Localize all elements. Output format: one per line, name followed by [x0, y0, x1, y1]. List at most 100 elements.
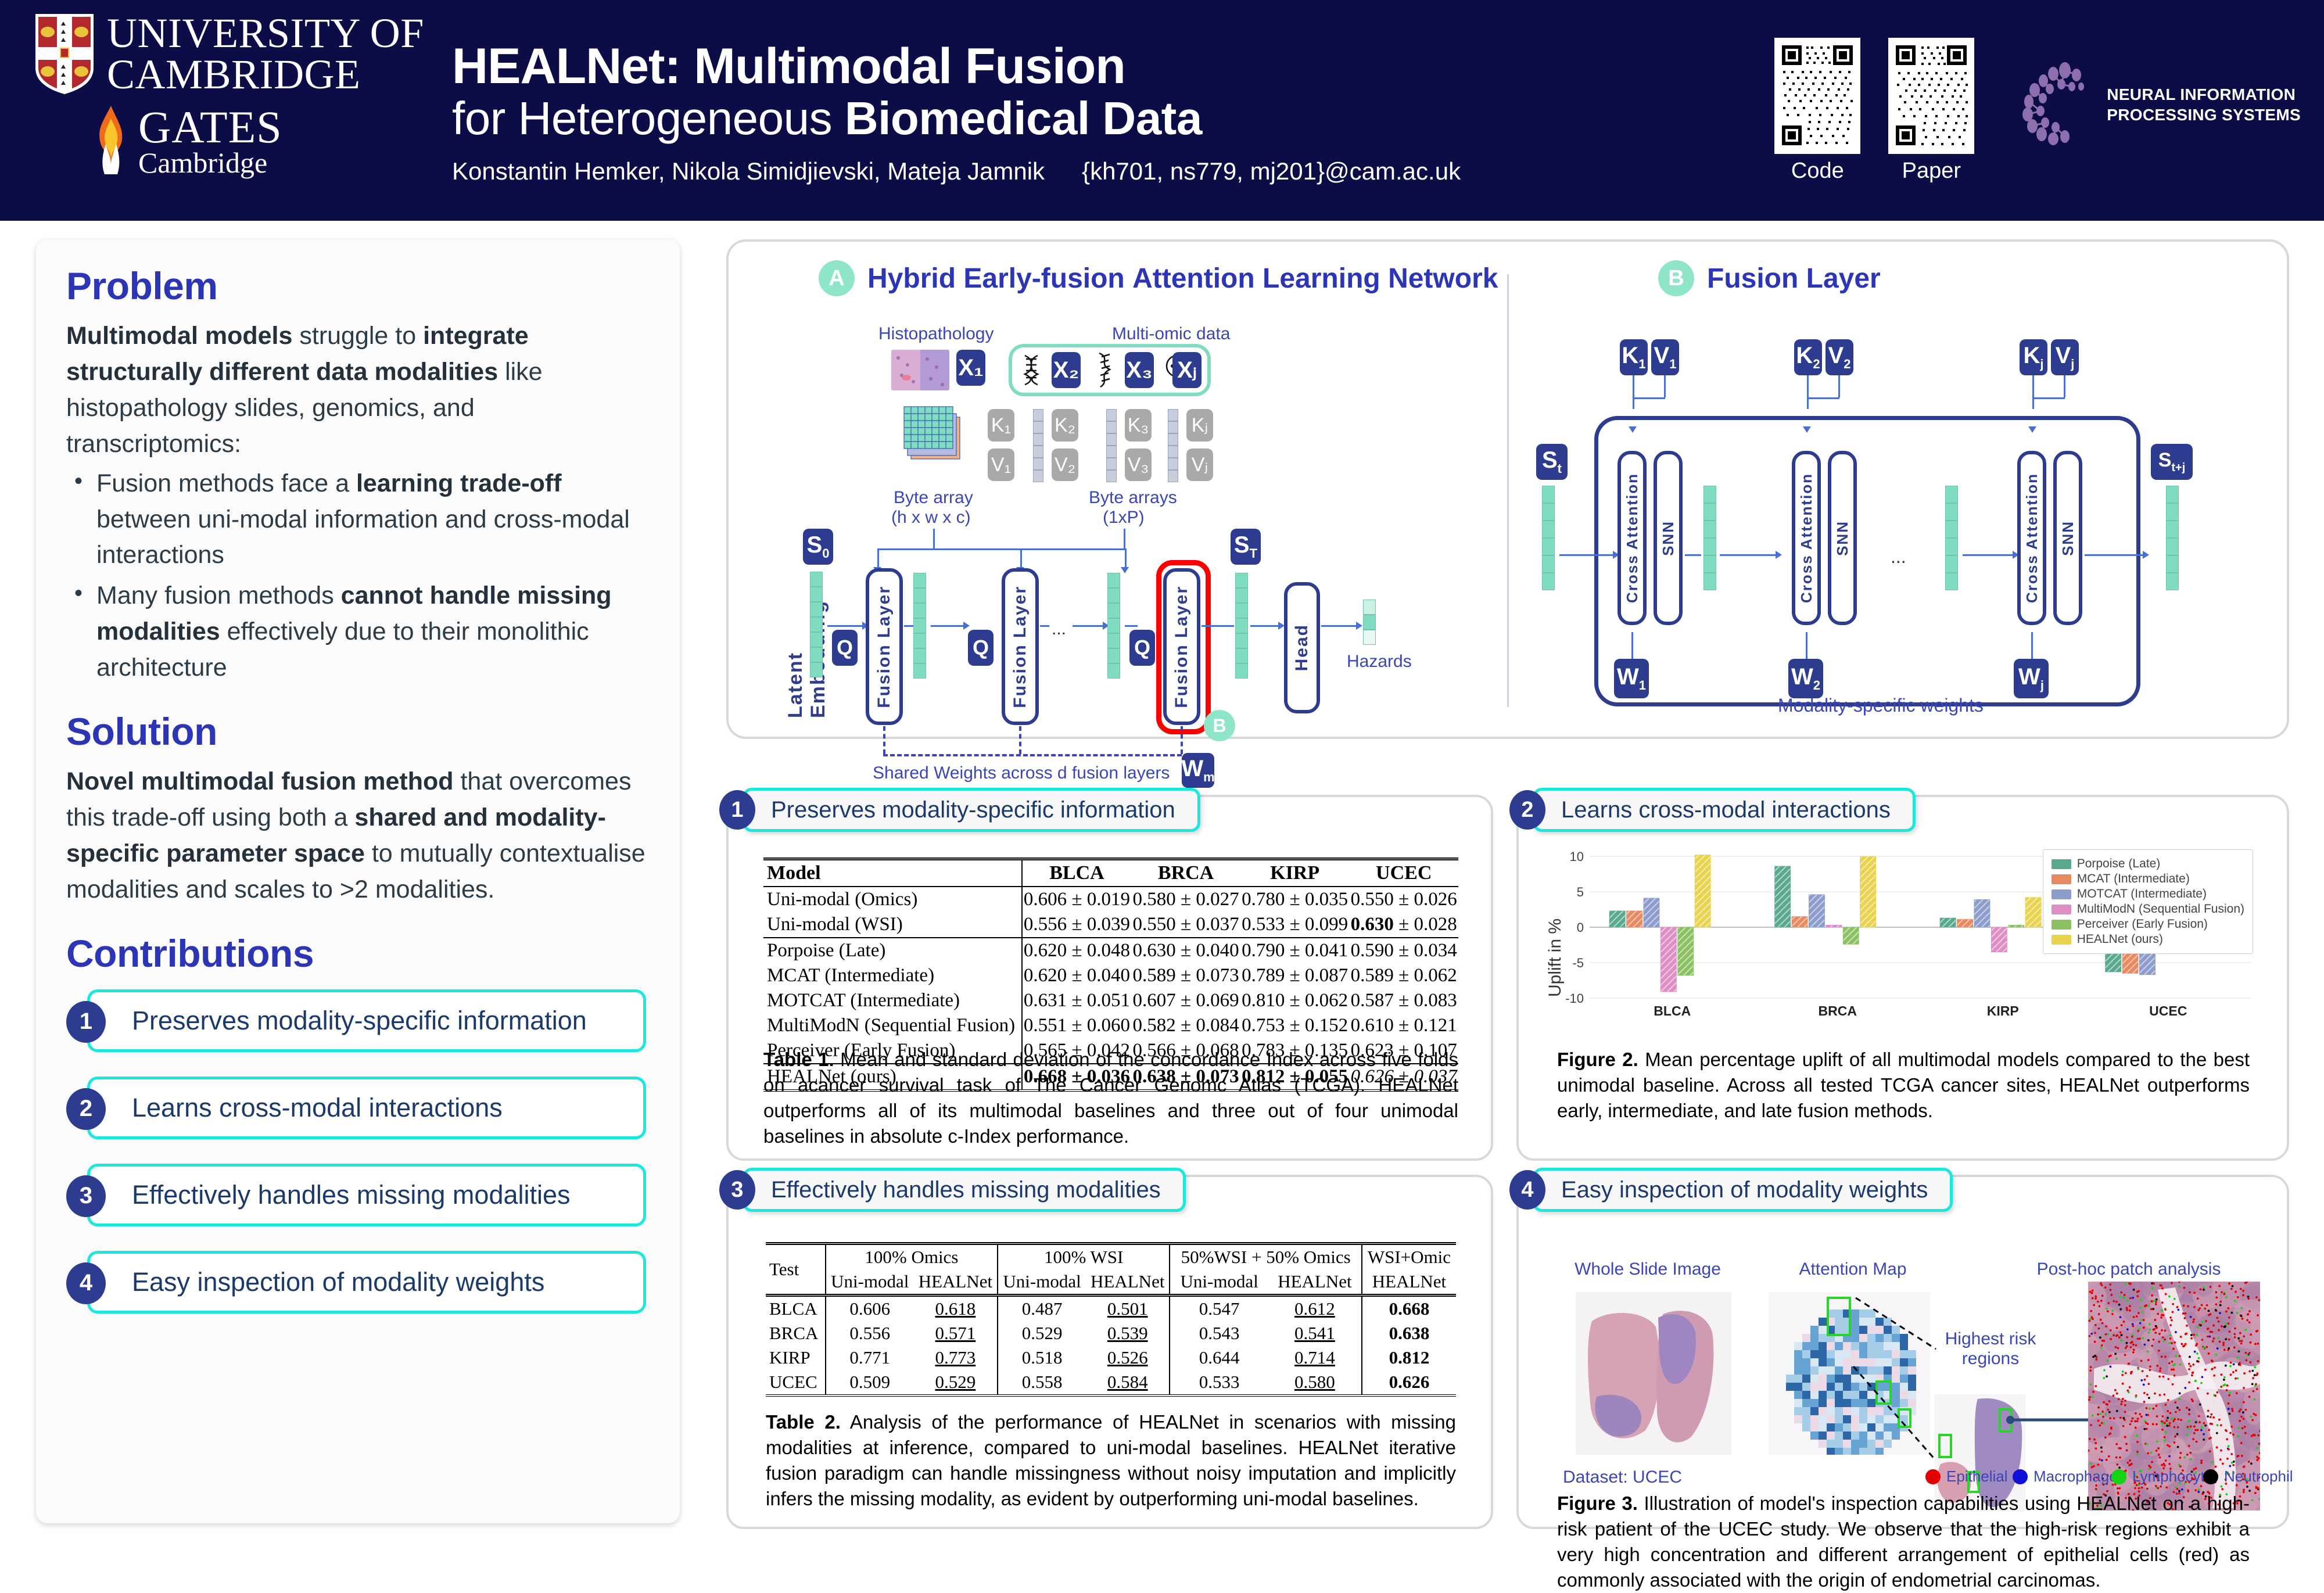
table-2-group-3: 50%WSI + 50% Omics	[1169, 1242, 1362, 1269]
kv-arrow-j	[2028, 426, 2036, 433]
qr-item-code[interactable]: Code	[1774, 37, 1861, 184]
highest-risk-label-line1: Highest risk	[1945, 1329, 2036, 1348]
token-x3: X₃	[1125, 352, 1154, 388]
t2-r2-c3: 0.526	[1107, 1347, 1148, 1368]
flow-arrowhead-2	[1103, 622, 1109, 630]
qr-code-paper-icon[interactable]	[1888, 37, 1975, 154]
t2-r3-c5: 0.580	[1294, 1372, 1335, 1392]
cross-attention-j[interactable]: Cross Attention	[2017, 451, 2046, 625]
contribution-badge-1: 1	[66, 1000, 106, 1043]
legend-swatch-2	[2051, 889, 2071, 899]
neutrophil-dot-icon	[2203, 1469, 2218, 1484]
snn-1[interactable]: SNN	[1654, 451, 1683, 625]
snn-2[interactable]: SNN	[1828, 451, 1857, 625]
table-1-header-row: Model BLCA BRCA KIRP UCEC	[763, 858, 1458, 887]
result-1-header: 1 Preserves modality-specific informatio…	[719, 788, 1200, 832]
feed-line-v2	[1124, 529, 1125, 550]
problem-heading: Problem	[66, 264, 218, 307]
legend-label-4: Perceiver (Early Fusion)	[2076, 917, 2208, 931]
contribution-box-3[interactable]: Effectively handles missing modalities	[87, 1163, 646, 1226]
cross-attention-j-label: Cross Attention	[2022, 472, 2040, 604]
qr-item-paper[interactable]: Paper	[1888, 37, 1975, 184]
cell-legend-label-neutrophil: Neutrophil	[2224, 1468, 2293, 1485]
t2-r1-c5: 0.541	[1294, 1323, 1335, 1343]
legend-item-2: MOTCAT (Intermediate)	[2051, 887, 2244, 901]
contribution-box-1[interactable]: Preserves modality-specific information	[87, 989, 646, 1052]
legend-label-1: MCAT (Intermediate)	[2076, 872, 2190, 885]
t1-r7-c2: 0.812 ± 0.055	[1240, 1063, 1350, 1090]
kv-line-1a	[1633, 375, 1634, 409]
flow-arrowhead-1	[963, 622, 970, 630]
contribution-item-4[interactable]: Easy inspection of modality weights 4	[66, 1250, 650, 1314]
panel-b-badge: B	[1658, 260, 1694, 296]
table-1-col-model: Model	[763, 858, 1022, 887]
flame-icon	[92, 103, 130, 177]
figure-3-caption-text: Illustration of model's inspection capab…	[1557, 1492, 2250, 1591]
snn-j[interactable]: SNN	[2053, 451, 2082, 625]
byte-array-label-1-line1: Byte array	[894, 488, 973, 507]
fusion-layer-2[interactable]: Fusion Layer	[1002, 568, 1039, 725]
fusion-layer-3[interactable]: Fusion Layer	[1163, 568, 1200, 725]
head-block[interactable]: Head	[1284, 582, 1320, 713]
svg-text:5: 5	[1577, 885, 1584, 899]
cambridge-wordmark: UNIVERSITY OF CAMBRIDGE	[107, 12, 424, 98]
t1-r7-c0: 0.668 ± 0.036	[1021, 1063, 1132, 1090]
t1-r1-c2: 0.533 ± 0.099	[1242, 914, 1349, 935]
panelB-token-k1: K1	[1620, 339, 1648, 375]
t1-r4-c2: 0.810 ± 0.062	[1242, 990, 1349, 1011]
kv-arrow-1	[1629, 426, 1637, 433]
wj-line	[2031, 632, 2033, 660]
table-2-caption-text: Analysis of the performance of HEALNet i…	[766, 1411, 1457, 1509]
contribution-item-3[interactable]: Effectively handles missing modalities 3	[66, 1163, 650, 1226]
table-1-col-kirp: KIRP	[1240, 858, 1350, 887]
t1-r2-c3: 0.590 ± 0.034	[1349, 937, 1458, 963]
highest-risk-box-2	[1875, 1380, 1892, 1405]
t1-r0-c2: 0.780 ± 0.035	[1240, 886, 1350, 912]
fusion-layer-1[interactable]: Fusion Layer	[866, 568, 903, 725]
t2-r2-c0: 0.771	[824, 1346, 914, 1370]
multiomic-label: Multi-omic data	[1112, 324, 1231, 343]
result-1-badge: 1	[719, 790, 755, 830]
t2-r0-c3: 0.501	[1086, 1294, 1170, 1321]
cross-attention-2[interactable]: Cross Attention	[1792, 451, 1821, 625]
t2-r3-c6: 0.626	[1361, 1370, 1456, 1395]
contribution-box-4[interactable]: Easy inspection of modality weights	[87, 1250, 646, 1314]
table-row: BLCA 0.606 0.618 0.487 0.501 0.547 0.612…	[766, 1294, 1456, 1321]
contribution-label-3: Effectively handles missing modalities	[132, 1179, 571, 1210]
result-1-pill: Preserves modality-specific information	[743, 788, 1200, 832]
gates-line-2: Cambridge	[138, 146, 268, 179]
t2-r0-c1: 0.618	[913, 1294, 998, 1321]
table-row: Porpoise (Late) 0.620 ± 0.048 0.630 ± 0.…	[763, 937, 1458, 963]
panelB-flow-1b	[1720, 554, 1778, 556]
cross-attention-1[interactable]: Cross Attention	[1618, 451, 1647, 625]
cell-legend-macrophage: Macrophage	[2013, 1468, 2118, 1486]
svg-text:10: 10	[1570, 849, 1584, 864]
t2-r3-c2: 0.558	[997, 1370, 1086, 1395]
result-2-title: Learns cross-modal interactions	[1561, 796, 1891, 823]
architecture-panel: A Hybrid Early-fusion Attention Learning…	[726, 239, 2289, 788]
svg-text:BRCA: BRCA	[1819, 1003, 1857, 1018]
figure-3-caption: Figure 3. Illustration of model's inspec…	[1557, 1491, 2250, 1593]
contribution-item-1[interactable]: Preserves modality-specific information …	[66, 989, 650, 1052]
legend-item-0: Porpoise (Late)	[2051, 857, 2244, 871]
t1-r1-c0: 0.556 ± 0.039	[1021, 912, 1132, 938]
panelB-mid-vector-2	[1945, 486, 1958, 590]
feed-drop-2	[1020, 548, 1022, 568]
gates-line-1: GATES	[138, 102, 282, 153]
table-2-row-header: Test	[766, 1242, 826, 1296]
panelB-flow-1-head	[1776, 551, 1782, 559]
latent-vector-3	[1235, 573, 1248, 679]
legend-item-4: Perceiver (Early Fusion)	[2051, 917, 2244, 931]
kv-line-2b	[1838, 375, 1840, 397]
table-2-sub-header-row: Uni-modal HEALNet Uni-modal HEALNet Uni-…	[766, 1269, 1456, 1296]
poster-root: UNIVERSITY OF CAMBRIDGE GATES Cambridge	[0, 0, 2324, 1549]
cell-legend-label-lymphocyte: Lymphocyte	[2132, 1468, 2214, 1485]
cambridge-line-2: CAMBRIDGE	[107, 51, 361, 98]
chart-y-axis-label: Uplift in %	[1545, 918, 1565, 997]
t2-r1-c6: 0.638	[1361, 1321, 1456, 1346]
cross-attention-2-label: Cross Attention	[1797, 472, 1815, 604]
contribution-badge-4: 4	[66, 1262, 106, 1304]
contribution-box-2[interactable]: Learns cross-modal interactions	[87, 1076, 646, 1139]
qr-code-code-icon[interactable]	[1774, 37, 1861, 154]
contribution-item-2[interactable]: Learns cross-modal interactions 2	[66, 1076, 650, 1139]
